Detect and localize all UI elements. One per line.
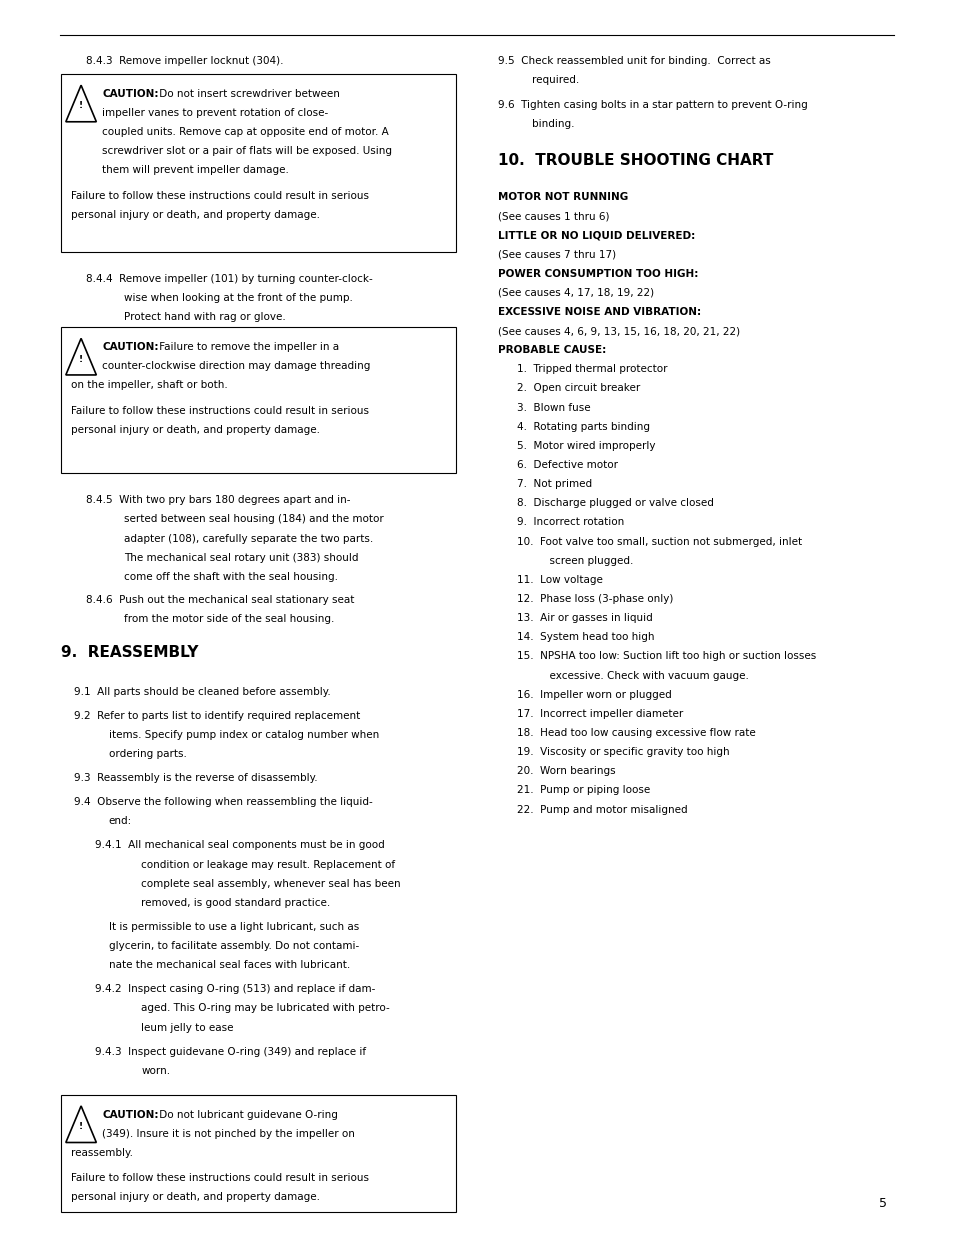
Text: 9.6  Tighten casing bolts in a star pattern to prevent O-ring: 9.6 Tighten casing bolts in a star patte… [497, 100, 807, 110]
Text: 9.4.2  Inspect casing O-ring (513) and replace if dam-: 9.4.2 Inspect casing O-ring (513) and re… [95, 984, 375, 994]
Text: EXCESSIVE NOISE AND VIBRATION:: EXCESSIVE NOISE AND VIBRATION: [497, 306, 700, 317]
Text: PROBABLE CAUSE:: PROBABLE CAUSE: [497, 345, 605, 356]
Text: 8.4.3  Remove impeller locknut (304).: 8.4.3 Remove impeller locknut (304). [86, 56, 283, 65]
Text: counter-clockwise direction may damage threading: counter-clockwise direction may damage t… [102, 361, 370, 372]
Text: 8.  Discharge plugged or valve closed: 8. Discharge plugged or valve closed [517, 498, 713, 509]
Text: Failure to follow these instructions could result in serious: Failure to follow these instructions cou… [71, 1173, 368, 1183]
Text: 16.  Impeller worn or plugged: 16. Impeller worn or plugged [517, 689, 671, 700]
Text: 8.4.6  Push out the mechanical seal stationary seat: 8.4.6 Push out the mechanical seal stati… [86, 594, 354, 605]
Text: 9.4  Observe the following when reassembling the liquid-: 9.4 Observe the following when reassembl… [74, 797, 373, 808]
Text: 8.4.4  Remove impeller (101) by turning counter-clock-: 8.4.4 Remove impeller (101) by turning c… [86, 274, 373, 284]
Text: (See causes 4, 6, 9, 13, 15, 16, 18, 20, 21, 22): (See causes 4, 6, 9, 13, 15, 16, 18, 20,… [497, 326, 740, 336]
Text: items. Specify pump index or catalog number when: items. Specify pump index or catalog num… [109, 730, 378, 740]
Text: worn.: worn. [141, 1066, 171, 1076]
Text: 9.  Incorrect rotation: 9. Incorrect rotation [517, 517, 623, 527]
Text: impeller vanes to prevent rotation of close-: impeller vanes to prevent rotation of cl… [102, 109, 328, 119]
Text: 12.  Phase loss (3-phase only): 12. Phase loss (3-phase only) [517, 594, 673, 604]
Text: 21.  Pump or piping loose: 21. Pump or piping loose [517, 785, 650, 795]
Text: complete seal assembly, whenever seal has been: complete seal assembly, whenever seal ha… [141, 878, 400, 889]
Text: CAUTION:: CAUTION: [102, 89, 158, 99]
Text: 13.  Air or gasses in liquid: 13. Air or gasses in liquid [517, 613, 652, 624]
Text: wise when looking at the front of the pump.: wise when looking at the front of the pu… [124, 293, 353, 304]
Text: leum jelly to ease: leum jelly to ease [141, 1023, 233, 1032]
Text: LITTLE OR NO LIQUID DELIVERED:: LITTLE OR NO LIQUID DELIVERED: [497, 230, 695, 241]
Text: Do not insert screwdriver between: Do not insert screwdriver between [155, 89, 339, 99]
Text: personal injury or death, and property damage.: personal injury or death, and property d… [71, 1192, 319, 1203]
Text: binding.: binding. [532, 120, 575, 130]
Text: (See causes 1 thru 6): (See causes 1 thru 6) [497, 211, 609, 221]
Text: !: ! [79, 1123, 83, 1131]
Text: excessive. Check with vacuum gauge.: excessive. Check with vacuum gauge. [530, 671, 748, 680]
Text: personal injury or death, and property damage.: personal injury or death, and property d… [71, 210, 319, 220]
FancyBboxPatch shape [61, 1094, 456, 1212]
Text: 7.  Not primed: 7. Not primed [517, 479, 592, 489]
Text: screen plugged.: screen plugged. [530, 556, 633, 566]
Text: coupled units. Remove cap at opposite end of motor. A: coupled units. Remove cap at opposite en… [102, 127, 389, 137]
Text: 9.1  All parts should be cleaned before assembly.: 9.1 All parts should be cleaned before a… [74, 687, 331, 697]
Text: 9.4.3  Inspect guidevane O-ring (349) and replace if: 9.4.3 Inspect guidevane O-ring (349) and… [95, 1046, 366, 1057]
Text: 4.  Rotating parts binding: 4. Rotating parts binding [517, 421, 649, 432]
Text: Do not lubricant guidevane O-ring: Do not lubricant guidevane O-ring [155, 1109, 337, 1120]
Text: 5: 5 [879, 1197, 886, 1210]
Text: Failure to follow these instructions could result in serious: Failure to follow these instructions cou… [71, 190, 368, 201]
Text: 10.  TROUBLE SHOOTING CHART: 10. TROUBLE SHOOTING CHART [497, 153, 773, 168]
Text: POWER CONSUMPTION TOO HIGH:: POWER CONSUMPTION TOO HIGH: [497, 268, 698, 279]
Text: MOTOR NOT RUNNING: MOTOR NOT RUNNING [497, 191, 628, 203]
Text: condition or leakage may result. Replacement of: condition or leakage may result. Replace… [141, 860, 395, 869]
Text: 3.  Blown fuse: 3. Blown fuse [517, 403, 590, 412]
Text: 18.  Head too low causing excessive flow rate: 18. Head too low causing excessive flow … [517, 727, 755, 739]
Text: 2.  Open circuit breaker: 2. Open circuit breaker [517, 383, 639, 394]
Text: 9.3  Reassembly is the reverse of disassembly.: 9.3 Reassembly is the reverse of disasse… [74, 773, 317, 783]
Text: 10.  Foot valve too small, suction not submerged, inlet: 10. Foot valve too small, suction not su… [517, 536, 801, 547]
Text: ordering parts.: ordering parts. [109, 748, 187, 760]
Text: 17.  Incorrect impeller diameter: 17. Incorrect impeller diameter [517, 709, 682, 719]
Text: 22.  Pump and motor misaligned: 22. Pump and motor misaligned [517, 804, 687, 815]
Text: Protect hand with rag or glove.: Protect hand with rag or glove. [124, 312, 286, 322]
Text: come off the shaft with the seal housing.: come off the shaft with the seal housing… [124, 572, 337, 582]
FancyBboxPatch shape [61, 74, 456, 252]
Text: 14.  System head too high: 14. System head too high [517, 632, 654, 642]
Text: It is permissible to use a light lubricant, such as: It is permissible to use a light lubrica… [109, 921, 358, 932]
Text: 20.  Worn bearings: 20. Worn bearings [517, 766, 615, 777]
Text: adapter (108), carefully separate the two parts.: adapter (108), carefully separate the tw… [124, 534, 373, 543]
Text: 1.  Tripped thermal protector: 1. Tripped thermal protector [517, 364, 667, 374]
Text: (See causes 4, 17, 18, 19, 22): (See causes 4, 17, 18, 19, 22) [497, 288, 654, 298]
Text: them will prevent impeller damage.: them will prevent impeller damage. [102, 165, 289, 175]
Text: personal injury or death, and property damage.: personal injury or death, and property d… [71, 425, 319, 435]
Text: screwdriver slot or a pair of flats will be exposed. Using: screwdriver slot or a pair of flats will… [102, 146, 392, 157]
Text: 5.  Motor wired improperly: 5. Motor wired improperly [517, 441, 655, 451]
Text: 19.  Viscosity or specific gravity too high: 19. Viscosity or specific gravity too hi… [517, 747, 729, 757]
Text: 8.4.5  With two pry bars 180 degrees apart and in-: 8.4.5 With two pry bars 180 degrees apar… [86, 495, 350, 505]
Text: Failure to remove the impeller in a: Failure to remove the impeller in a [155, 342, 338, 352]
Text: reassembly.: reassembly. [71, 1147, 132, 1158]
Text: 9.5  Check reassembled unit for binding.  Correct as: 9.5 Check reassembled unit for binding. … [497, 56, 770, 65]
Text: (See causes 7 thru 17): (See causes 7 thru 17) [497, 249, 616, 259]
Text: serted between seal housing (184) and the motor: serted between seal housing (184) and th… [124, 514, 383, 525]
Text: 9.  REASSEMBLY: 9. REASSEMBLY [61, 645, 198, 661]
Text: 15.  NPSHA too low: Suction lift too high or suction losses: 15. NPSHA too low: Suction lift too high… [517, 651, 816, 662]
Text: from the motor side of the seal housing.: from the motor side of the seal housing. [124, 614, 335, 624]
Text: Failure to follow these instructions could result in serious: Failure to follow these instructions cou… [71, 405, 368, 416]
Text: 11.  Low voltage: 11. Low voltage [517, 574, 602, 585]
Text: CAUTION:: CAUTION: [102, 1109, 158, 1120]
Text: end:: end: [109, 816, 132, 826]
Text: removed, is good standard practice.: removed, is good standard practice. [141, 898, 330, 908]
Text: nate the mechanical seal faces with lubricant.: nate the mechanical seal faces with lubr… [109, 961, 350, 971]
Text: The mechanical seal rotary unit (383) should: The mechanical seal rotary unit (383) sh… [124, 552, 358, 563]
FancyBboxPatch shape [61, 327, 456, 473]
Text: (349). Insure it is not pinched by the impeller on: (349). Insure it is not pinched by the i… [102, 1129, 355, 1139]
Text: 9.2  Refer to parts list to identify required replacement: 9.2 Refer to parts list to identify requ… [74, 710, 360, 721]
Text: glycerin, to facilitate assembly. Do not contami-: glycerin, to facilitate assembly. Do not… [109, 941, 358, 951]
Text: on the impeller, shaft or both.: on the impeller, shaft or both. [71, 380, 227, 390]
Text: required.: required. [532, 74, 579, 85]
Text: 9.4.1  All mechanical seal components must be in good: 9.4.1 All mechanical seal components mus… [95, 840, 385, 851]
Text: !: ! [79, 354, 83, 363]
Text: aged. This O-ring may be lubricated with petro-: aged. This O-ring may be lubricated with… [141, 1003, 390, 1014]
Text: !: ! [79, 101, 83, 110]
Text: 6.  Defective motor: 6. Defective motor [517, 459, 618, 471]
Text: CAUTION:: CAUTION: [102, 342, 158, 352]
